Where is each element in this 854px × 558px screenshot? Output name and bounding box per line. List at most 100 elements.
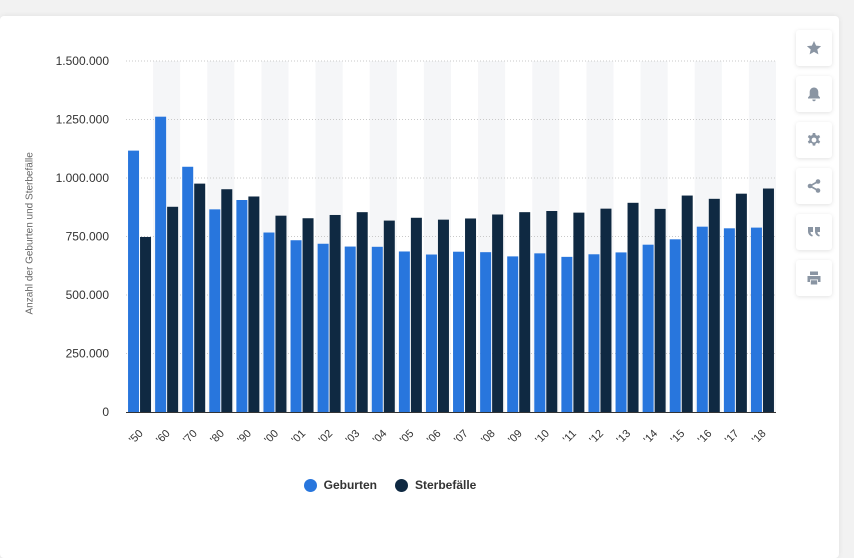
x-tick-label: '90	[235, 428, 254, 447]
x-tick-label: '18	[750, 428, 769, 447]
legend-marker-deaths	[394, 478, 408, 492]
bar-births-07	[453, 251, 465, 412]
bar-deaths-01	[302, 218, 314, 412]
cite-button[interactable]	[796, 214, 832, 250]
bar-births-10	[534, 253, 546, 412]
bar-births-18	[750, 227, 762, 412]
bar-births-14	[642, 244, 654, 412]
x-tick-label: '02	[317, 428, 336, 447]
bar-births-03	[344, 246, 356, 412]
x-axis-ticks: '50 '60 '70 '80 '90 '00 '01 '02 '03 '04 '05 '06 '07 '…	[127, 428, 769, 447]
bar-births-15	[669, 239, 681, 412]
x-tick-label: '09	[506, 428, 525, 447]
bar-births-08	[480, 252, 492, 412]
bar-deaths-05	[410, 217, 422, 412]
bar-deaths-60	[167, 206, 179, 412]
share-icon	[807, 179, 821, 193]
bar-deaths-06	[437, 219, 449, 412]
y-tick-label: 1.500.000	[56, 54, 110, 68]
y-tick-label: 1.000.000	[56, 171, 110, 185]
y-axis-label: Anzahl der Geburten und Sterbefälle	[24, 152, 36, 315]
bar-deaths-03	[356, 212, 368, 412]
x-tick-label: '10	[533, 428, 552, 447]
x-tick-label: '07	[452, 428, 471, 447]
bar-births-80	[209, 209, 221, 412]
x-tick-label: '05	[398, 428, 417, 447]
x-tick-label: '13	[615, 428, 634, 447]
chart-legend: Geburten Sterbefälle	[0, 478, 780, 492]
bar-deaths-13	[627, 202, 639, 412]
legend-item-deaths[interactable]: Sterbefälle	[394, 478, 477, 492]
share-button[interactable]	[796, 168, 832, 204]
bar-deaths-15	[681, 195, 693, 412]
bar-deaths-18	[762, 188, 774, 412]
print-icon	[807, 271, 821, 285]
bar-deaths-70	[194, 183, 206, 412]
bars	[128, 116, 774, 412]
legend-marker-births	[303, 478, 317, 492]
bar-births-11	[561, 256, 573, 412]
star-icon	[806, 41, 822, 55]
y-tick-label: 0	[102, 405, 109, 419]
x-tick-label: '08	[479, 428, 498, 447]
bar-deaths-04	[383, 220, 395, 412]
y-tick-label: 250.000	[66, 347, 110, 361]
bar-deaths-50	[140, 236, 152, 412]
bar-births-05	[398, 251, 410, 412]
legend-label-deaths: Sterbefälle	[414, 478, 477, 492]
bar-births-09	[507, 256, 519, 412]
x-tick-label: '04	[371, 428, 390, 447]
settings-button[interactable]	[796, 122, 832, 158]
x-tick-label: '16	[696, 428, 715, 447]
bar-births-17	[723, 228, 735, 412]
print-button[interactable]	[796, 260, 832, 296]
bar-deaths-16	[708, 198, 720, 412]
toolbar	[796, 30, 832, 306]
bar-deaths-10	[546, 210, 558, 412]
bar-deaths-07	[465, 218, 477, 412]
bar-deaths-00	[275, 215, 287, 412]
x-tick-label: '12	[587, 428, 606, 447]
y-tick-label: 1.250.000	[56, 113, 110, 127]
x-tick-label: '00	[262, 428, 281, 447]
bar-births-12	[588, 254, 600, 412]
legend-label-births: Geburten	[323, 478, 377, 492]
y-axis-ticks: 0 250.000 500.000 750.000 1.000.000 1.250.000…	[56, 54, 110, 419]
x-tick-label: '11	[561, 428, 579, 446]
bar-deaths-11	[573, 212, 585, 412]
bar-births-04	[371, 246, 383, 412]
bar-deaths-08	[492, 214, 504, 412]
notification-button[interactable]	[796, 76, 832, 112]
y-tick-label: 500.000	[66, 288, 110, 302]
bar-births-13	[615, 252, 627, 412]
bar-deaths-80	[221, 189, 233, 412]
quote-icon	[808, 227, 820, 237]
bar-births-70	[182, 166, 194, 412]
bar-births-06	[425, 254, 437, 412]
bar-deaths-02	[329, 214, 341, 412]
x-tick-label: '01	[290, 428, 309, 447]
bar-births-16	[696, 226, 708, 412]
bell-icon	[808, 87, 820, 102]
x-tick-label: '15	[669, 428, 688, 447]
bar-births-60	[155, 116, 167, 412]
gridlines	[126, 60, 776, 354]
x-tick-label: '03	[344, 428, 363, 447]
bar-births-02	[317, 243, 329, 412]
bar-births-50	[128, 150, 140, 412]
bar-deaths-90	[248, 196, 260, 412]
bar-deaths-14	[654, 208, 666, 412]
bar-births-90	[236, 199, 248, 412]
x-tick-label: '70	[181, 428, 200, 447]
favorite-button[interactable]	[796, 30, 832, 66]
bar-deaths-12	[600, 208, 612, 412]
bar-deaths-09	[519, 212, 531, 412]
legend-item-births[interactable]: Geburten	[303, 478, 377, 492]
bar-births-01	[290, 240, 302, 412]
x-tick-label: '17	[723, 428, 742, 447]
x-tick-label: '50	[127, 428, 146, 447]
x-tick-label: '60	[154, 428, 173, 447]
x-tick-label: '14	[642, 428, 661, 447]
bar-deaths-17	[735, 193, 747, 412]
